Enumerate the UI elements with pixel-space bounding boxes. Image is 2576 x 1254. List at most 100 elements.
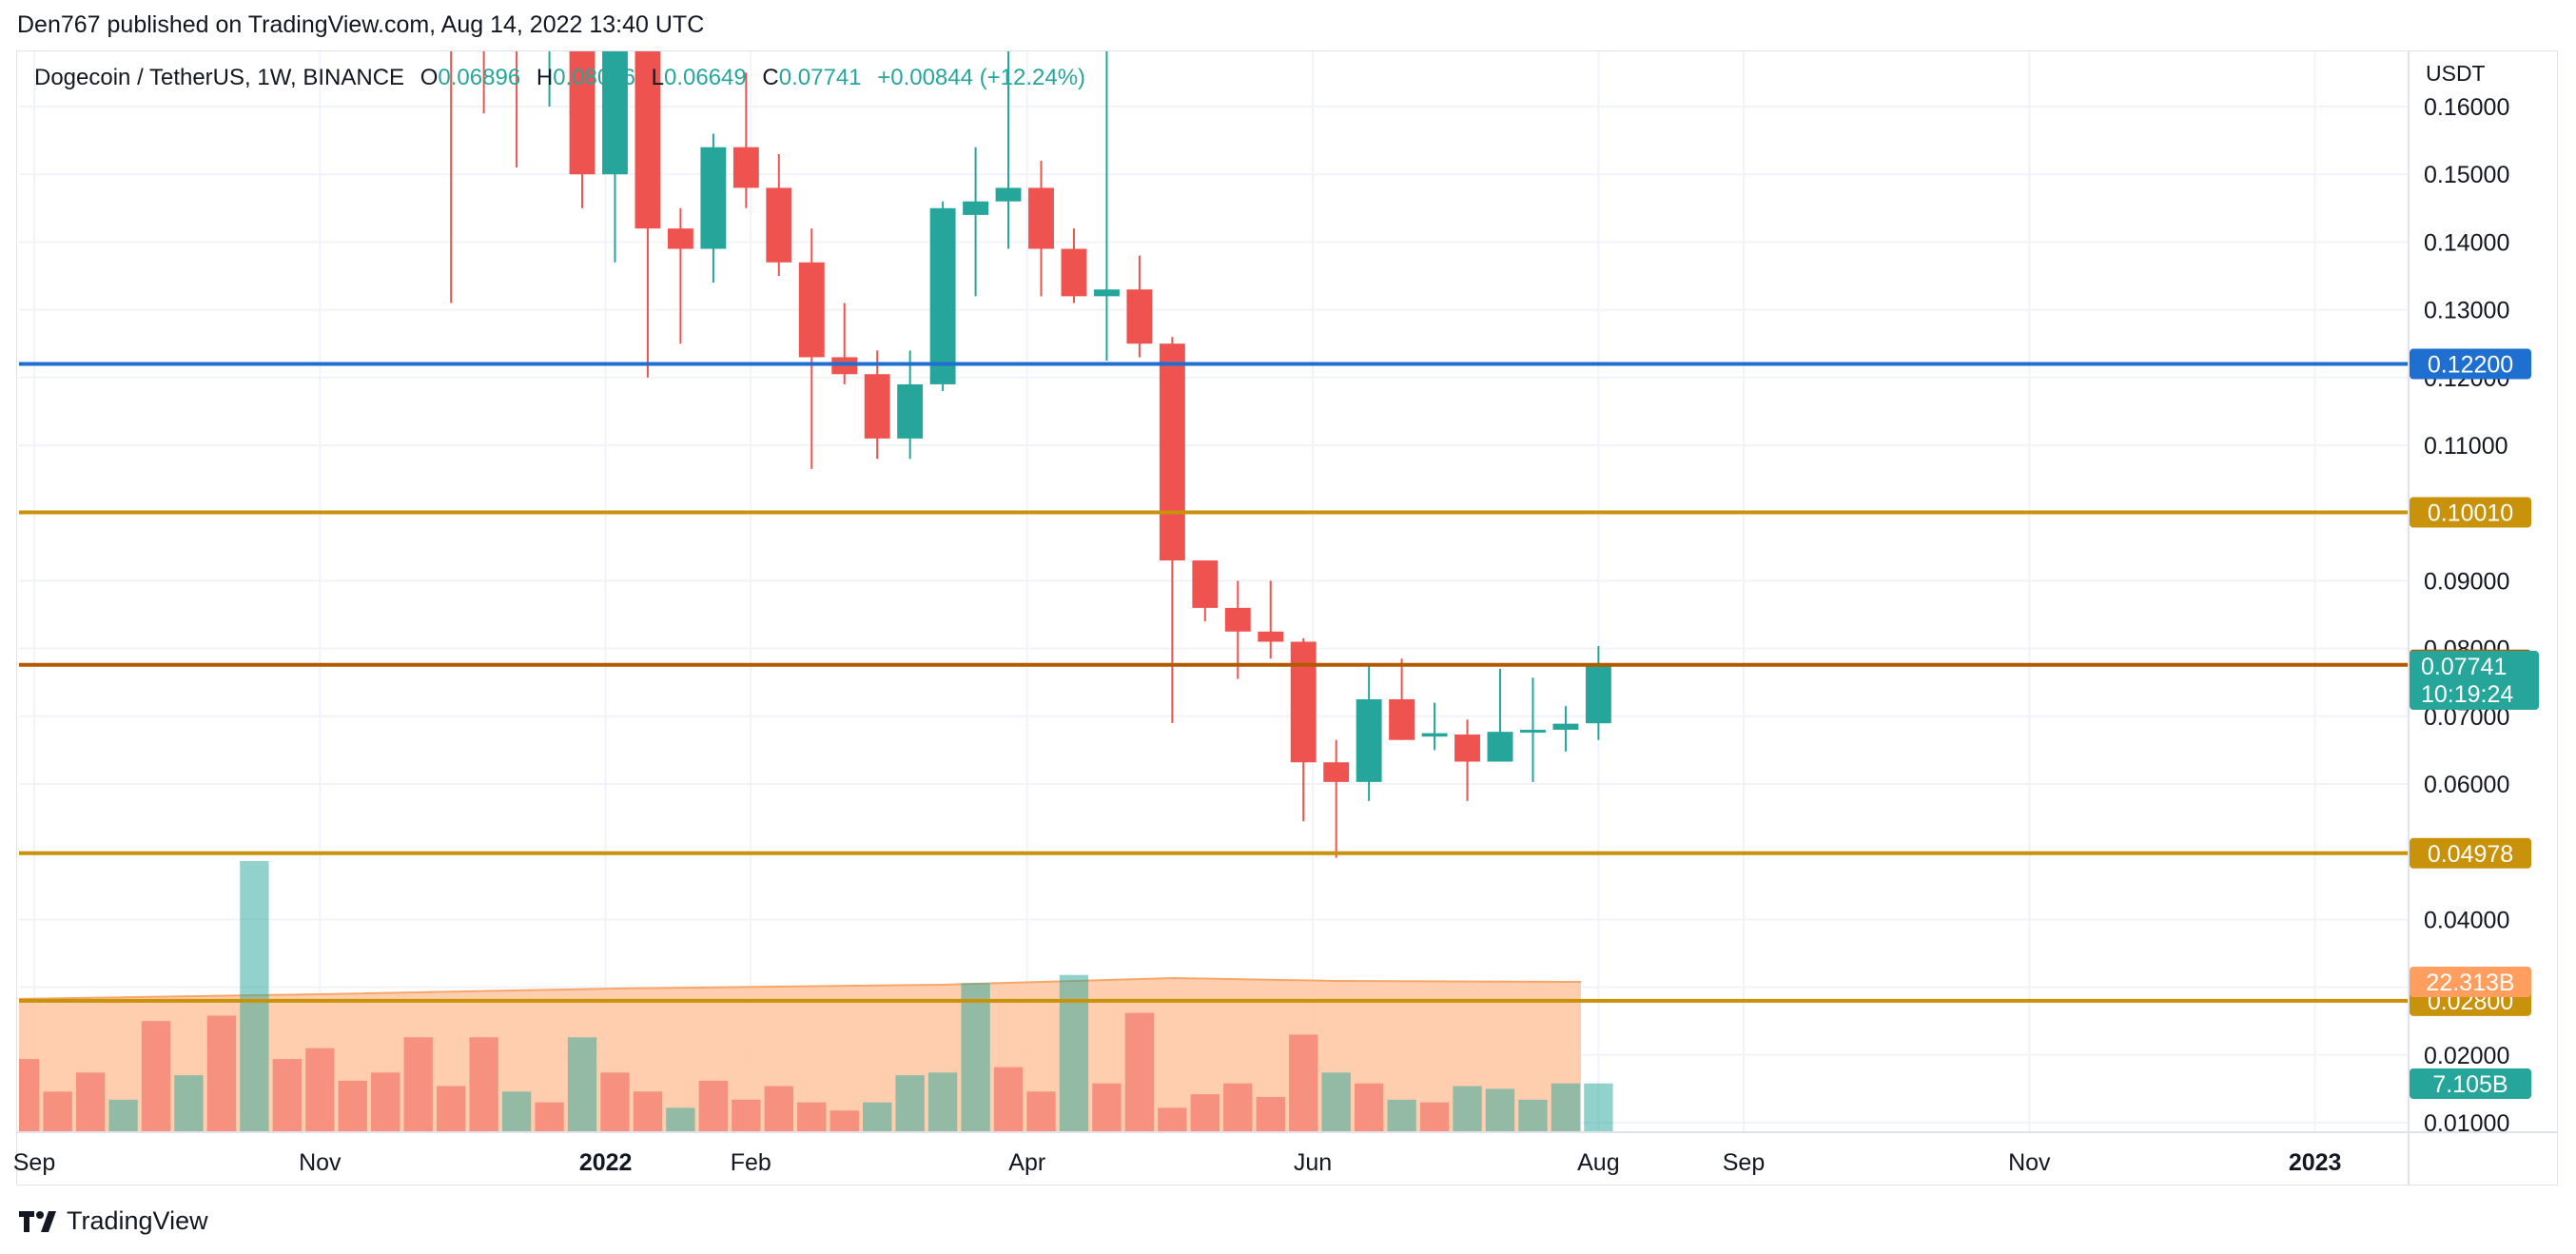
high-label: H: [536, 65, 554, 90]
volume-bar-down: [535, 1102, 564, 1132]
time-tick-label: Nov: [2008, 1149, 2051, 1176]
candle-body-down: [1290, 641, 1317, 763]
level-price-tag-text: 0.12200: [2428, 352, 2513, 379]
volume-last-tag-text: 7.105B: [2432, 1071, 2508, 1098]
volume-bar-down: [698, 1080, 729, 1132]
candle-body-up: [995, 187, 1022, 202]
candle-body-up: [700, 147, 727, 249]
volume-bar-up: [174, 1075, 204, 1132]
volume-bar-down: [764, 1086, 793, 1132]
publisher-line: Den767 published on TradingView.com, Aug…: [17, 11, 705, 38]
candle-body-up: [1421, 733, 1448, 737]
volume-layer: [19, 861, 1613, 1132]
candle-body-up: [1487, 732, 1513, 762]
level-price-tag-bg: [2410, 497, 2531, 528]
volume-bar-up: [1518, 1099, 1548, 1132]
symbol-legend[interactable]: Dogecoin / TetherUS, 1W, BINANCE O0.0689…: [34, 65, 1085, 91]
candle-body-up: [1520, 730, 1546, 734]
symbol-name: Dogecoin / TetherUS, 1W, BINANCE: [34, 65, 405, 90]
price-tick-label: 0.04000: [2424, 907, 2509, 933]
close-label: C: [762, 65, 779, 90]
time-tick-label: Sep: [13, 1149, 55, 1176]
candle-body-down: [798, 262, 825, 358]
candle-body-down: [1224, 607, 1251, 632]
volume-bar-up: [961, 983, 990, 1132]
countdown-tag-text: 10:19:24: [2421, 681, 2513, 708]
volume-bar-up: [1551, 1083, 1581, 1132]
candle-body-up: [1552, 723, 1579, 731]
volume-bar-down: [829, 1110, 859, 1132]
volume-bar-down: [600, 1072, 630, 1132]
candle-body-down: [569, 51, 595, 175]
volume-last-tag-bg: [2410, 1068, 2531, 1099]
volume-bar-down: [993, 1067, 1024, 1132]
volume-bar-down: [1158, 1107, 1187, 1132]
time-tick-label: Nov: [299, 1149, 342, 1176]
volume-bar-down: [403, 1037, 433, 1132]
volume-bar-down: [272, 1059, 302, 1132]
tradingview-brand: TradingView: [67, 1206, 208, 1235]
change-value: +0.00844 (+12.24%): [877, 65, 1086, 90]
volume-bar-down: [1289, 1034, 1318, 1132]
price-tick-label: 0.15000: [2424, 162, 2509, 188]
volume-bar-down: [1354, 1083, 1384, 1132]
close-value: 0.07741: [778, 65, 862, 90]
price-tick-label: 0.16000: [2424, 94, 2509, 121]
volume-bar-up: [666, 1107, 695, 1132]
volume-bar-down: [1223, 1083, 1253, 1132]
volume-bar-down: [1419, 1102, 1450, 1132]
volume-bar-up: [1453, 1086, 1482, 1132]
price-tick-label: 0.13000: [2424, 298, 2509, 324]
tradingview-logo[interactable]: TradingView: [19, 1206, 208, 1236]
level-price-tag-bg: [2410, 348, 2531, 380]
candle-body-down: [1454, 735, 1480, 762]
low-label: L: [651, 65, 664, 90]
price-tick-label: 0.11000: [2424, 433, 2508, 460]
time-tick-label: Jun: [1294, 1149, 1332, 1176]
level-price-tag-text: 0.10010: [2428, 500, 2513, 526]
candle-body-down: [1389, 699, 1415, 740]
volume-bar-down: [1026, 1091, 1056, 1132]
volume-bar-down: [437, 1086, 466, 1132]
volume-bar-down: [797, 1102, 827, 1132]
candle-body-down: [667, 228, 693, 249]
price-tick-label: 0.01000: [2424, 1110, 2509, 1137]
volume-bar-down: [1124, 1012, 1155, 1132]
volume-bar-down: [732, 1099, 761, 1132]
volume-ma-line: [19, 976, 1581, 1000]
candle-body-up: [1585, 666, 1611, 724]
candle-body-down: [1323, 762, 1350, 782]
tradingview-logo-icon: [19, 1210, 56, 1232]
open-label: O: [420, 65, 439, 90]
volume-bar-down: [75, 1072, 106, 1132]
candle-body-up: [1356, 699, 1382, 782]
volume-bar-up: [1059, 974, 1089, 1132]
candle-body-down: [1126, 289, 1153, 344]
candle-body-up: [1093, 289, 1120, 297]
volume-bar-down: [1256, 1096, 1285, 1132]
open-value: 0.06896: [438, 65, 521, 90]
candle-body-down: [634, 51, 661, 229]
volume-bar-down: [469, 1037, 498, 1132]
volume-bar-down: [633, 1091, 663, 1132]
volume-bar-up: [1584, 1083, 1613, 1132]
candle-body-down: [471, 0, 497, 39]
time-tick-label: 2023: [2289, 1149, 2342, 1176]
volume-bar-up: [1485, 1088, 1515, 1132]
volume-bar-up: [863, 1102, 892, 1132]
volume-ma-tag-bg: [2410, 967, 2531, 997]
price-tick-label: 0.02000: [2424, 1043, 2509, 1069]
volume-bar-down: [305, 1048, 335, 1132]
currency-label[interactable]: USDT: [2426, 61, 2486, 86]
candle-body-down: [1028, 187, 1054, 249]
time-tick-label: Feb: [731, 1149, 771, 1176]
candle-body-up: [602, 51, 628, 175]
volume-bar-down: [1190, 1094, 1220, 1132]
candle-body-down: [1258, 631, 1284, 642]
volume-bar-down: [338, 1080, 367, 1132]
candle-body-down: [864, 374, 890, 439]
volume-bar-down: [19, 1059, 40, 1132]
volume-bar-up: [567, 1037, 597, 1132]
candle-body-down: [1159, 343, 1185, 561]
